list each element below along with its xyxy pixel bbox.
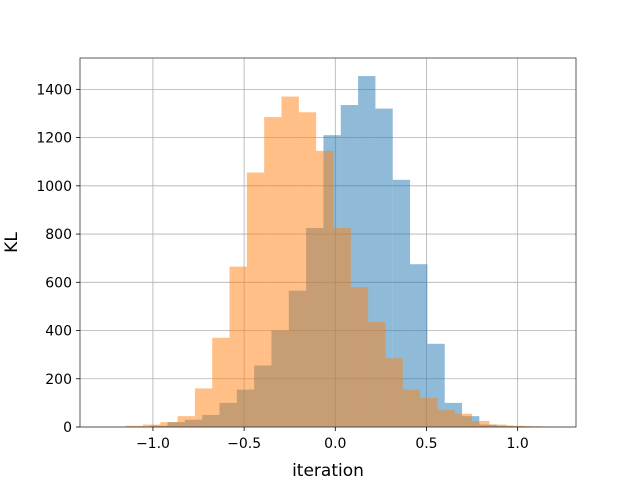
histogram-bar: [506, 425, 525, 427]
y-tick-label: 1000: [36, 179, 72, 195]
histogram-bar: [281, 96, 299, 428]
histogram-bar: [194, 388, 213, 427]
y-tick-label: 1400: [36, 82, 72, 98]
plot-frame: [79, 57, 577, 428]
x-tick-label: 0.0: [324, 436, 346, 452]
histogram-bar: [368, 322, 386, 427]
histogram-bar: [350, 287, 369, 427]
histogram-bars: [125, 76, 553, 428]
histogram-bar: [437, 410, 455, 427]
histogram-bar: [298, 112, 317, 427]
histogram-series-2: [125, 96, 553, 428]
x-tick-label: 1.0: [507, 436, 529, 452]
histogram-bar: [410, 264, 428, 427]
histogram-bar: [454, 413, 473, 427]
histogram-bar: [402, 389, 421, 427]
x-tick-label: −0.5: [227, 436, 261, 452]
y-tick-label: 400: [45, 324, 72, 340]
histogram-bar: [264, 117, 282, 428]
histogram-bar: [125, 425, 143, 427]
histogram-bar: [160, 422, 178, 427]
histogram-bar: [420, 398, 438, 427]
y-axis-label: KL: [2, 232, 22, 253]
y-tick-label: 1200: [36, 131, 72, 147]
histogram-bar: [212, 337, 230, 427]
histogram-bar: [246, 172, 265, 427]
x-axis-label: iteration: [292, 461, 364, 480]
histogram-bar: [229, 266, 247, 427]
y-tick-label: 0: [63, 420, 72, 436]
axis-ticks: −1.0 −0.5 0.0 0.5 1.0 0 200 400 600 800 1000 1200 14…: [36, 82, 528, 452]
x-tick-label: −1.0: [136, 436, 170, 452]
histogram-bar: [472, 420, 490, 427]
histogram-bar: [333, 228, 351, 427]
histogram-bar: [142, 424, 161, 427]
histogram-bar: [489, 424, 507, 427]
x-tick-label: 0.5: [415, 436, 437, 452]
y-tick-label: 200: [45, 372, 72, 388]
histogram-bar: [177, 416, 195, 427]
y-tick-label: 600: [45, 275, 72, 291]
y-tick-label: 800: [45, 227, 72, 243]
histogram-bar: [316, 150, 334, 427]
histogram-bar: [385, 358, 403, 427]
